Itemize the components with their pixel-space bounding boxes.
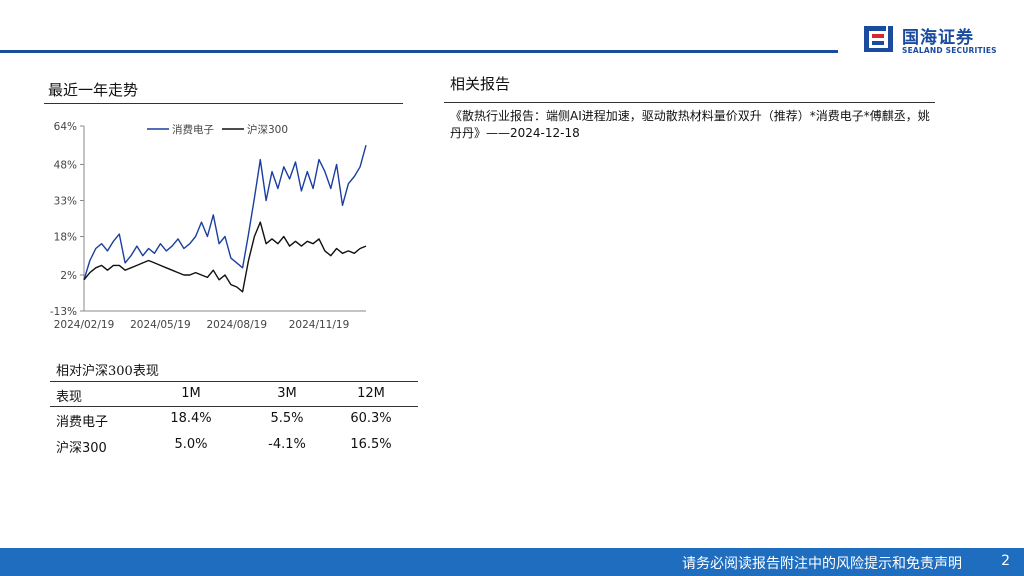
perf-row-name: 沪深300	[56, 441, 107, 456]
y-tick-label: 64%	[54, 121, 77, 133]
x-tick-label: 2024/08/19	[206, 319, 267, 331]
perf-table-top-rule	[50, 381, 418, 382]
perf-table-title: 相对沪深300表现	[56, 364, 159, 379]
series-line	[83, 145, 367, 281]
perf-table-header-rule	[50, 406, 418, 407]
perf-row-12m: 16.5%	[350, 437, 392, 452]
legend-label: 沪深300	[247, 123, 288, 136]
x-tick-label: 2024/05/19	[130, 319, 191, 331]
logo-name-cn: 国海证券	[902, 28, 974, 48]
y-tick-label: 2%	[60, 270, 77, 282]
footer-disclaimer: 请务必阅读报告附注中的风险提示和免责声明	[682, 556, 962, 572]
perf-row-1m: 18.4%	[170, 411, 212, 426]
perf-header-12m: 12M	[357, 386, 385, 401]
legend-label: 消费电子	[172, 123, 214, 136]
reports-title-rule	[444, 102, 935, 103]
sealand-logo: 国海证券 SEALAND SECURITIES	[862, 22, 1012, 58]
footer-bar: 请务必阅读报告附注中的风险提示和免责声明 2	[0, 548, 1024, 576]
reports-title: 相关报告	[450, 75, 511, 93]
x-tick-label: 2024/11/19	[289, 319, 350, 331]
perf-header-3m: 3M	[277, 386, 297, 401]
perf-header-label: 表现	[56, 390, 83, 405]
perf-table-header: 表现 1M 3M 12M	[56, 386, 416, 408]
perf-table-row: 消费电子 18.4% 5.5% 60.3%	[56, 411, 416, 433]
header-rule	[0, 50, 838, 53]
y-tick-label: 48%	[54, 159, 77, 171]
page-number: 2	[1001, 553, 1010, 569]
related-report-link[interactable]: 《散热行业报告：端侧AI进程加速，驱动散热材料量价双升（推荐）*消费电子*傅麒丞…	[450, 109, 930, 140]
y-tick-label: -13%	[50, 306, 77, 318]
series-line	[83, 221, 367, 293]
perf-table-row: 沪深300 5.0% -4.1% 16.5%	[56, 437, 416, 459]
perf-row-12m: 60.3%	[350, 411, 392, 426]
trend-chart-svg: 64% 48% 33% 18% 2% -13%2024/02/19 2024/05/19 20…	[50, 121, 367, 331]
y-tick-label: 18%	[54, 232, 77, 244]
perf-row-3m: 5.5%	[270, 411, 304, 426]
perf-row-1m: 5.0%	[174, 437, 208, 452]
logo-name-en: SEALAND SECURITIES	[902, 46, 997, 55]
trend-chart: 64% 48% 33% 18% 2% -13% 2024/02/19 2024/05/19 20…	[44, 116, 384, 338]
y-tick-label: 33%	[54, 195, 77, 207]
perf-row-3m: -4.1%	[268, 437, 306, 452]
trend-title: 最近一年走势	[48, 81, 139, 99]
x-tick-label: 2024/02/19	[54, 319, 115, 331]
logo-mark-icon	[864, 26, 893, 52]
perf-row-name: 消费电子	[56, 415, 109, 430]
trend-title-rule	[44, 103, 403, 104]
perf-header-1m: 1M	[181, 386, 201, 401]
